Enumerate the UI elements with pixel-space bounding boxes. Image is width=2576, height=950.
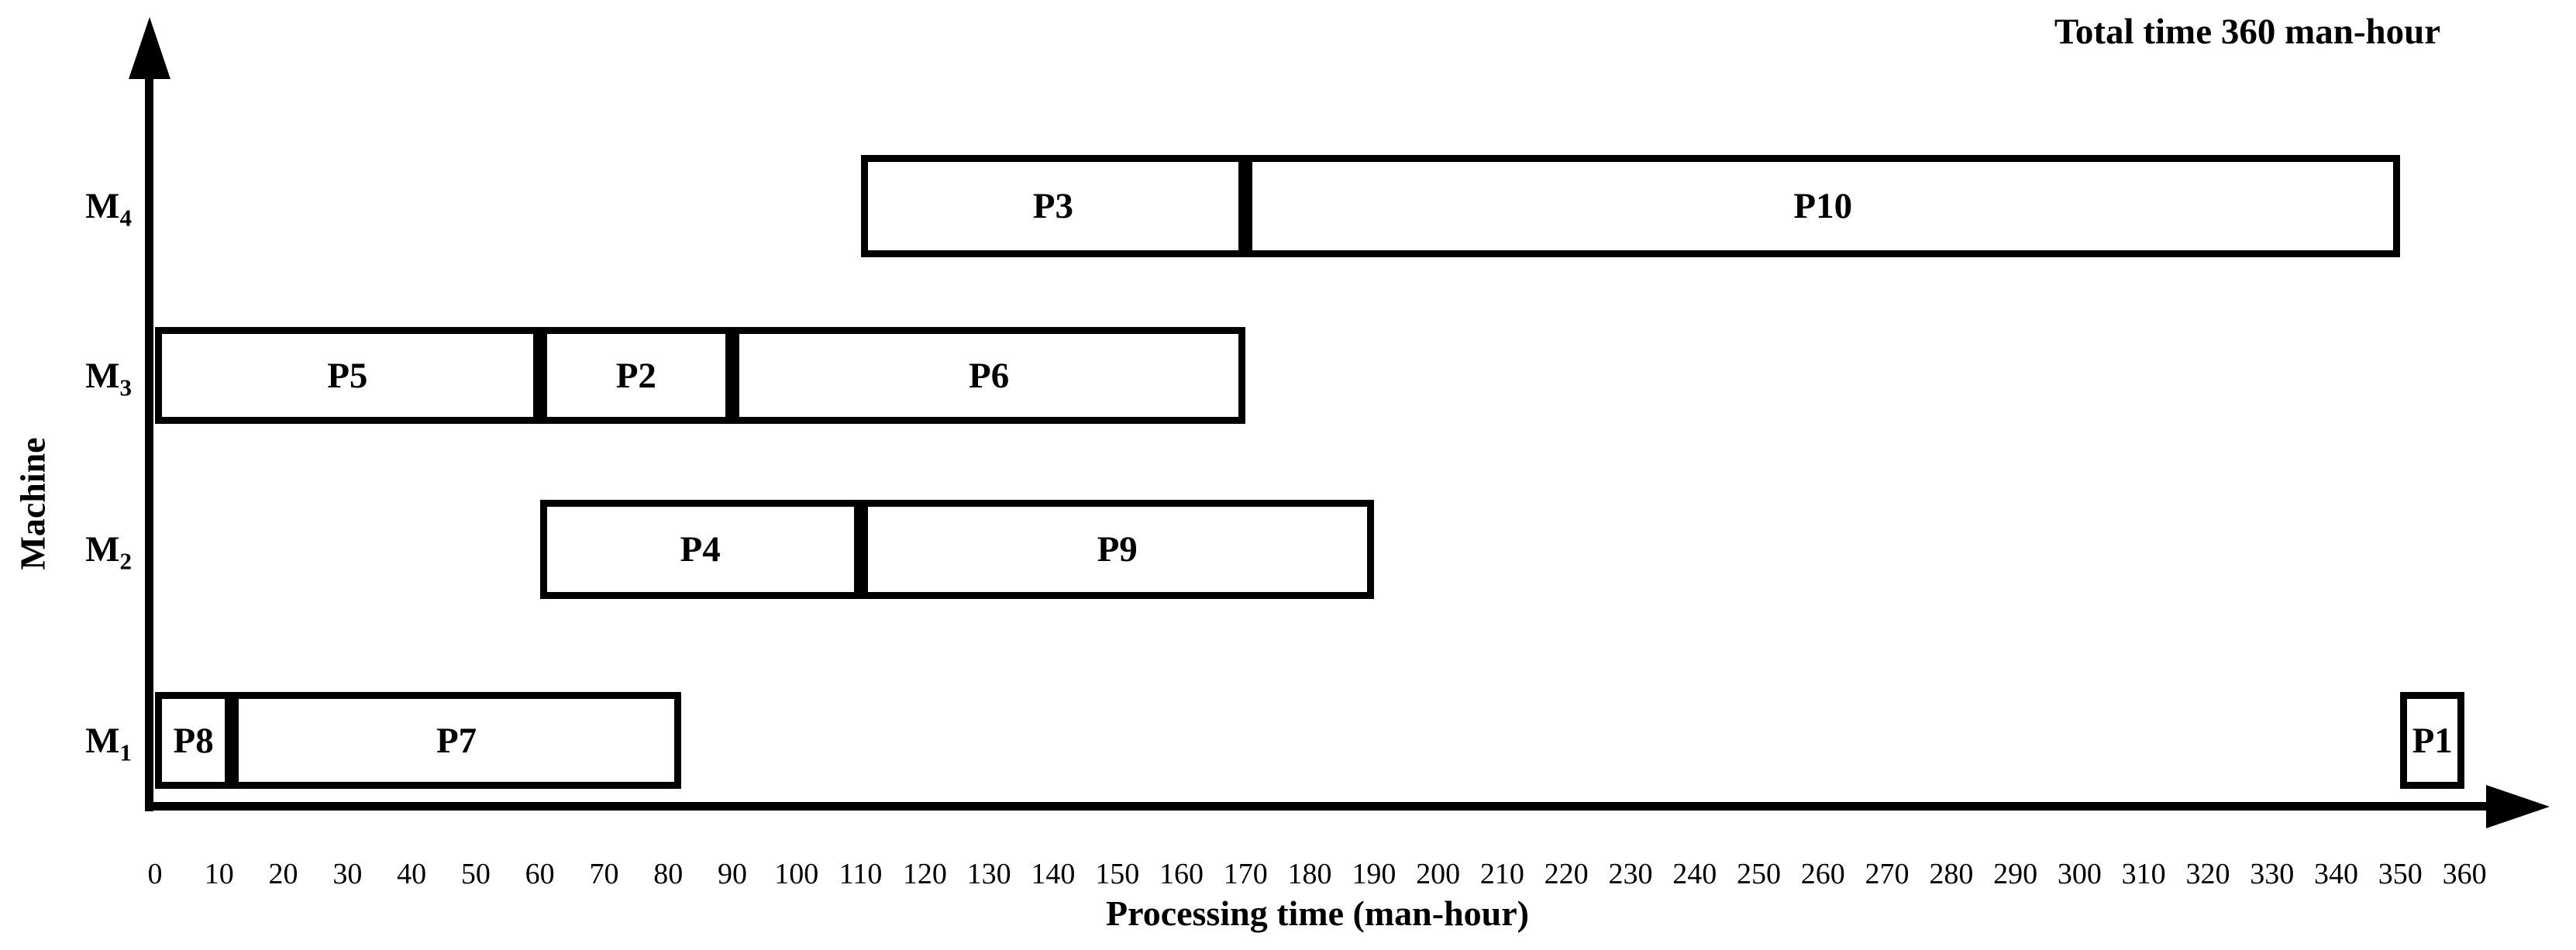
x-tick-label-240: 240 [1672, 858, 1717, 890]
x-tick-label-340: 340 [2314, 858, 2359, 890]
x-tick-label-120: 120 [902, 858, 947, 890]
bar-label: P5 [327, 355, 368, 396]
x-tick-label-150: 150 [1095, 858, 1140, 890]
bar-label: P10 [1793, 186, 1853, 226]
x-tick-label-310: 310 [2121, 858, 2166, 890]
x-tick-label-40: 40 [397, 858, 427, 890]
gantt-bar-p5: P5 [155, 327, 540, 424]
x-tick-label-140: 140 [1031, 858, 1076, 890]
y-axis-title: Machine [12, 437, 53, 570]
x-tick-label-180: 180 [1287, 858, 1332, 890]
x-tick-label-90: 90 [718, 858, 748, 890]
x-tick-label-190: 190 [1352, 858, 1396, 890]
x-tick-label-170: 170 [1223, 858, 1268, 890]
y-axis-line [145, 68, 153, 811]
gantt-bar-p4: P4 [539, 500, 861, 599]
x-tick-label-330: 330 [2250, 858, 2295, 890]
machine-label-subscript: 3 [119, 373, 132, 401]
bar-label: P2 [615, 355, 656, 396]
x-tick-label-100: 100 [774, 858, 819, 890]
x-tick-label-70: 70 [589, 858, 619, 890]
machine-label-m1: M1 [85, 720, 132, 766]
gantt-bar-p9: P9 [860, 500, 1374, 599]
gantt-bar-p3: P3 [860, 155, 1246, 257]
x-tick-label-290: 290 [1993, 858, 2038, 890]
x-tick-label-300: 300 [2057, 858, 2102, 890]
x-tick-label-110: 110 [839, 858, 883, 890]
gantt-bar-p10: P10 [1245, 155, 2401, 257]
x-tick-label-30: 30 [332, 858, 363, 890]
x-tick-label-80: 80 [653, 858, 684, 890]
machine-label-subscript: 2 [119, 547, 132, 575]
bar-label: P4 [680, 529, 721, 570]
bar-label: P6 [969, 355, 1010, 396]
x-tick-label-160: 160 [1159, 858, 1204, 890]
x-tick-label-280: 280 [1929, 858, 1974, 890]
x-tick-label-260: 260 [1800, 858, 1845, 890]
bar-label: P8 [173, 720, 214, 761]
gantt-bar-p8: P8 [155, 692, 232, 789]
chart-title: Total time 360 man-hour [2054, 12, 2441, 52]
x-tick-label-320: 320 [2185, 858, 2230, 890]
x-tick-label-360: 360 [2442, 858, 2487, 890]
x-tick-label-210: 210 [1479, 858, 1524, 890]
machine-label-subscript: 4 [119, 204, 132, 232]
gantt-bar-p7: P7 [232, 692, 681, 789]
x-tick-label-200: 200 [1416, 858, 1461, 890]
bar-label: P9 [1097, 529, 1138, 570]
x-tick-label-250: 250 [1737, 858, 1781, 890]
x-tick-label-20: 20 [268, 858, 298, 890]
x-tick-label-350: 350 [2378, 858, 2423, 890]
x-tick-label-0: 0 [147, 858, 163, 890]
bar-label: P3 [1032, 186, 1074, 226]
bar-label: P1 [2412, 720, 2453, 761]
x-axis-line [145, 802, 2492, 811]
machine-label-subscript: 1 [119, 738, 132, 766]
x-tick-label-270: 270 [1865, 858, 1910, 890]
x-tick-label-50: 50 [460, 858, 491, 890]
gantt-bar-p6: P6 [732, 327, 1246, 424]
machine-label-m3: M3 [85, 355, 132, 401]
x-axis-title: Processing time (man-hour) [1106, 893, 1529, 933]
machine-label-m4: M4 [85, 186, 132, 232]
bar-label: P7 [436, 720, 477, 761]
machine-label-m2: M2 [85, 529, 132, 575]
gantt-bar-p2: P2 [539, 327, 732, 424]
x-tick-label-230: 230 [1608, 858, 1653, 890]
x-tick-label-130: 130 [966, 858, 1011, 890]
x-axis-arrowhead-icon [2486, 785, 2550, 828]
x-tick-label-220: 220 [1544, 858, 1589, 890]
gantt-bar-p1: P1 [2400, 692, 2465, 789]
x-tick-label-10: 10 [204, 858, 234, 890]
x-tick-label-60: 60 [525, 858, 555, 890]
